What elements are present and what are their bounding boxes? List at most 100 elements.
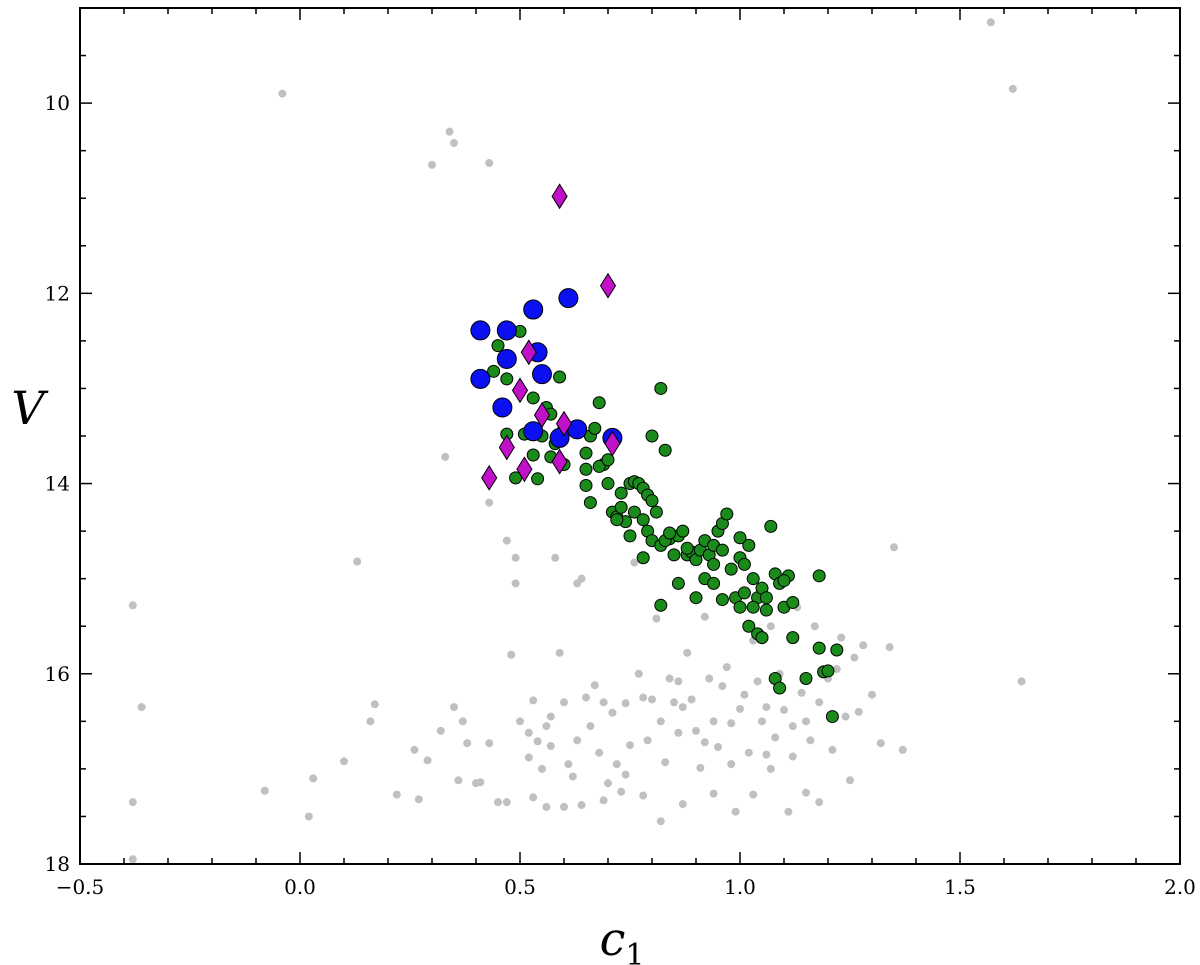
green-point [799,672,813,686]
green-point [579,446,593,460]
green-point [592,459,606,473]
gray-point [392,790,401,799]
green-point [812,641,826,655]
gray-point [802,788,810,797]
green-point [645,429,659,443]
green-point [592,396,606,410]
gray-point [260,786,269,795]
green-point [531,472,545,486]
gray-point [815,698,824,707]
axis-ticks [79,8,1181,865]
green-point [636,513,650,527]
green-point [671,576,685,590]
green-point [614,500,628,514]
green-point [583,496,597,510]
gray-point [810,622,819,631]
gray-point [1008,84,1017,93]
gray-point [621,770,630,779]
green-point [777,574,791,588]
green-point [715,593,729,607]
gray-point [639,791,648,800]
green-point [759,591,773,605]
gray-point [678,800,687,809]
blue-point [523,299,544,320]
gray-point [485,498,494,507]
gray-point [643,736,652,745]
x-axis-label-main: c [600,912,626,965]
gray-point [568,772,577,781]
gray-point [859,641,868,650]
gray-point [670,698,678,707]
gray-point [560,802,568,811]
gray-point [626,741,634,750]
green-point [786,631,800,645]
green-point [526,448,540,462]
gray-point [304,812,313,821]
green-point [733,600,747,614]
x-tick-label: −0.5 [56,875,105,899]
gray-point [410,745,419,754]
blue-point [558,288,579,309]
green-point [627,505,641,519]
gray-point [533,737,542,746]
gray-point [766,622,775,631]
magenta-diamond-point [551,183,568,210]
gray-point [608,708,617,717]
x-tick-label: 0.0 [284,875,316,899]
green-point [773,681,787,695]
gray-point [340,757,348,766]
gray-point [511,579,520,588]
gray-point [278,89,287,98]
gray-point [868,690,876,699]
plot-frame [79,7,1181,865]
gray-point [617,787,626,796]
gray-point [846,776,854,785]
gray-point [674,677,683,686]
gray-point [753,677,762,686]
x-tick-label: 1.0 [724,875,756,899]
green-point [707,557,721,571]
magenta-diamond-point [604,430,621,457]
gray-point [436,726,445,735]
blue-point [532,364,552,385]
gray-point [577,574,586,583]
gray-point [705,674,714,683]
gray-point [463,739,472,748]
green-point [491,339,505,353]
gray-point [137,703,146,712]
blue-point [492,397,513,418]
green-point [720,507,734,521]
gray-point [573,736,582,745]
gray-point [648,695,656,704]
gray-point [758,717,766,726]
gray-point [542,802,551,811]
gray-point [494,798,502,807]
gray-point [577,801,586,810]
gray-point [551,553,560,562]
green-point [786,595,800,609]
green-point [636,551,650,565]
blue-point [470,368,491,389]
gray-point [441,452,450,461]
green-point [610,513,624,527]
gray-point [731,807,740,816]
x-tick-label: 0.5 [504,875,536,899]
magenta-diamond-point [599,272,617,299]
green-point [746,572,760,586]
magenta-diamond-point [498,434,515,461]
magenta-diamond-point [520,339,537,366]
gray-point [802,717,810,726]
green-point [623,529,637,543]
green-point [614,486,628,500]
y-tick-label: 16 [45,662,70,686]
y-tick-label: 12 [45,281,70,305]
gray-point [784,807,793,816]
green-point [500,372,514,386]
green-point [667,548,681,562]
gray-point [683,648,692,657]
gray-point [428,160,436,169]
green-point [601,477,615,491]
gray-point [709,789,718,798]
green-point [663,526,677,540]
gray-point [797,688,806,697]
